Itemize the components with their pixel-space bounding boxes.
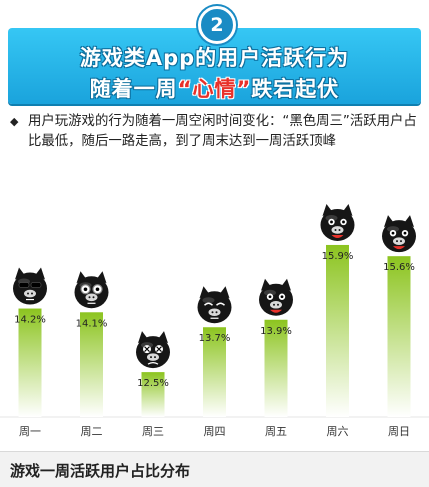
x-tick-label-7: 周日 (388, 425, 410, 438)
chart-caption-bar: 游戏一周活跃用户占比分布 (0, 452, 429, 487)
description-text: 用户玩游戏的行为随着一周空闲时间变化：“黑色周三”活跃用户占比最低，随后一路走高… (28, 114, 417, 149)
bar-5 (264, 319, 288, 417)
x-tick-label-1: 周一 (19, 425, 41, 438)
grinning-pig-icon (382, 215, 416, 253)
x-tick-label-4: 周四 (204, 425, 226, 438)
data-label-2: 14.1% (76, 318, 108, 329)
bar-6 (326, 244, 349, 417)
footer-divider (0, 451, 429, 452)
worried-pig-icon (197, 286, 232, 324)
x-tick-label-5: 周五 (265, 425, 287, 438)
banner-line2-highlight: “心情” (177, 77, 252, 101)
sunglasses-pig-icon (13, 267, 47, 305)
banner-title-line2: 随着一周“心情”跌宕起伏 (8, 73, 421, 103)
data-label-4: 13.7% (199, 333, 231, 344)
data-label-7: 15.6% (383, 262, 415, 273)
weekly-activity-bar-chart: 14.2% 周一 14.1% 周二 12.5% 周三 13.7% 周四 13.9% 周五 15.9%… (0, 203, 429, 438)
diamond-bullet-icon: ◆ (10, 115, 19, 128)
x-tick-label-2: 周二 (81, 425, 103, 438)
data-label-6: 15.9% (322, 251, 354, 262)
section-number-badge: 2 (198, 6, 236, 44)
bar-4 (203, 327, 226, 417)
x-tick-label-3: 周三 (142, 425, 164, 438)
happy-pig-icon (259, 278, 293, 316)
description: ◆ 用户玩游戏的行为随着一周空闲时间变化：“黑色周三”活跃用户占比最低，随后一路… (10, 112, 420, 152)
chart-caption: 游戏一周活跃用户占比分布 (10, 462, 191, 480)
glasses-pig-icon (74, 271, 109, 309)
data-label-1: 14.2% (14, 315, 46, 326)
data-label-5: 13.9% (260, 326, 292, 337)
banner-line2-suffix: 跌宕起伏 (251, 77, 340, 101)
bar-1 (18, 308, 42, 417)
dizzy-pig-icon (136, 331, 170, 369)
data-label-3: 12.5% (137, 378, 169, 389)
bar-7 (387, 256, 411, 417)
banner-title-line1: 游戏类App的用户活跃行为 (79, 46, 350, 70)
banner-line2-prefix: 随着一周 (89, 77, 178, 101)
bar-2 (80, 312, 103, 417)
laughing-pig-icon (320, 203, 355, 241)
x-tick-label-6: 周六 (327, 425, 349, 438)
bar-3 (141, 372, 165, 417)
